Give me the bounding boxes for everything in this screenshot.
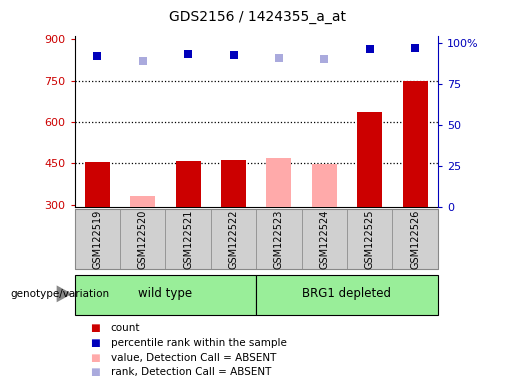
Text: ■: ■ bbox=[90, 323, 100, 333]
Bar bbox=[85, 162, 110, 207]
Text: GSM122525: GSM122525 bbox=[365, 209, 375, 269]
Bar bbox=[211, 209, 256, 269]
Text: ■: ■ bbox=[90, 367, 100, 377]
Text: BRG1 depleted: BRG1 depleted bbox=[302, 287, 391, 300]
Polygon shape bbox=[57, 285, 72, 302]
Point bbox=[229, 52, 237, 58]
Bar bbox=[221, 160, 246, 207]
Text: GDS2156 / 1424355_a_at: GDS2156 / 1424355_a_at bbox=[169, 10, 346, 23]
Text: value, Detection Call = ABSENT: value, Detection Call = ABSENT bbox=[111, 353, 276, 362]
Bar bbox=[75, 275, 256, 314]
Bar bbox=[302, 209, 347, 269]
Point bbox=[366, 46, 374, 52]
Text: count: count bbox=[111, 323, 140, 333]
Bar bbox=[256, 209, 302, 269]
Text: wild type: wild type bbox=[139, 287, 193, 300]
Point bbox=[184, 51, 192, 58]
Bar bbox=[120, 209, 165, 269]
Bar bbox=[347, 209, 392, 269]
Point bbox=[139, 58, 147, 65]
Text: GSM122521: GSM122521 bbox=[183, 209, 193, 269]
Text: GSM122524: GSM122524 bbox=[319, 209, 329, 269]
Text: GSM122519: GSM122519 bbox=[92, 209, 102, 269]
Bar bbox=[357, 112, 382, 207]
Point bbox=[93, 53, 101, 59]
Bar bbox=[266, 158, 291, 207]
Bar bbox=[75, 209, 120, 269]
Bar bbox=[392, 209, 438, 269]
Text: percentile rank within the sample: percentile rank within the sample bbox=[111, 338, 287, 348]
Bar bbox=[256, 275, 438, 314]
Text: ■: ■ bbox=[90, 353, 100, 362]
Text: GSM122522: GSM122522 bbox=[229, 209, 238, 269]
Text: GSM122523: GSM122523 bbox=[274, 209, 284, 269]
Bar bbox=[312, 164, 337, 207]
Point bbox=[320, 56, 329, 62]
Point bbox=[275, 55, 283, 61]
Bar bbox=[403, 81, 427, 207]
Text: ■: ■ bbox=[90, 338, 100, 348]
Point bbox=[411, 45, 419, 51]
Text: genotype/variation: genotype/variation bbox=[10, 289, 109, 299]
Text: GSM122520: GSM122520 bbox=[138, 209, 148, 269]
Text: rank, Detection Call = ABSENT: rank, Detection Call = ABSENT bbox=[111, 367, 271, 377]
Text: GSM122526: GSM122526 bbox=[410, 209, 420, 269]
Bar bbox=[165, 209, 211, 269]
Bar bbox=[176, 161, 201, 207]
Bar bbox=[130, 196, 155, 207]
